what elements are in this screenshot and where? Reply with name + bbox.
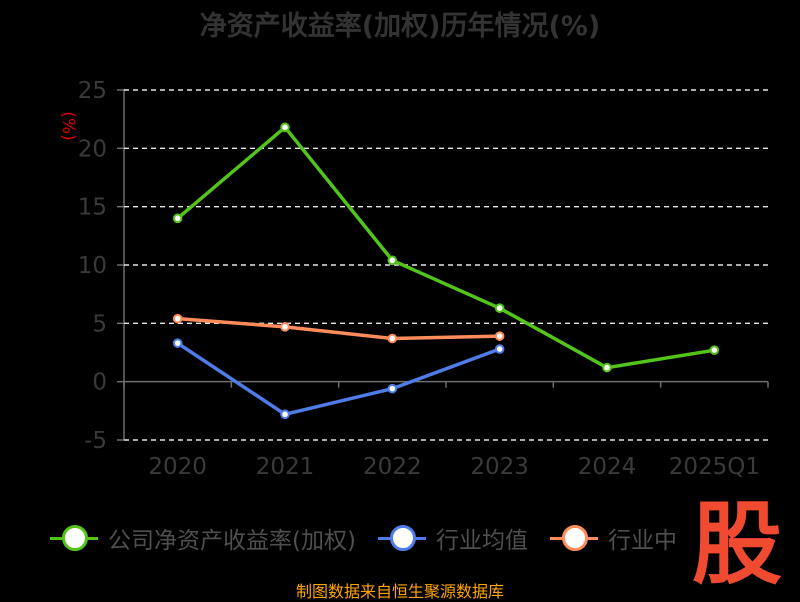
data-point <box>280 322 290 332</box>
y-tick-label: 15 <box>78 195 107 221</box>
line-chart: (%) -5 0 5 10 15 20 25 2020 2021 2022 2023 2024 2025Q… <box>58 78 769 480</box>
legend-swatch-icon <box>549 525 598 551</box>
legend-swatch-icon <box>50 525 98 551</box>
x-tick-label: 2025Q1 <box>669 454 760 480</box>
legend-item: 行业均值 <box>377 521 528 555</box>
legend-label: 行业中 <box>607 528 677 554</box>
series-line <box>177 316 500 341</box>
series-line <box>176 125 715 370</box>
x-tick-label: 2022 <box>363 454 422 480</box>
y-axis-label: (%) <box>58 111 78 140</box>
chart-legend: 公司净资产收益率(加权) 行业均值 行业中 <box>50 518 677 558</box>
x-tick-label: 2020 <box>148 454 207 480</box>
data-point <box>387 333 398 344</box>
y-tick-label: 10 <box>78 253 107 279</box>
legend-item: 公司净资产收益率(加权) <box>50 521 356 555</box>
source-note: 制图数据来自恒生聚源数据库 <box>295 582 504 601</box>
data-point <box>172 338 183 348</box>
series-line <box>176 341 501 417</box>
y-tick-label: 20 <box>78 136 107 162</box>
data-point <box>602 362 612 373</box>
data-point <box>172 313 183 324</box>
data-point <box>387 255 398 266</box>
data-point <box>280 409 290 420</box>
y-tick-label: -5 <box>84 428 107 454</box>
x-tick-label: 2024 <box>578 454 637 480</box>
y-tick-label: 5 <box>92 311 107 337</box>
legend-label: 行业均值 <box>435 528 528 554</box>
x-tick-label: 2023 <box>470 454 529 480</box>
y-tick-label: 0 <box>92 370 107 396</box>
legend-label: 公司净资产收益率(加权) <box>108 528 356 554</box>
data-point <box>494 303 505 313</box>
data-point <box>387 383 398 394</box>
chart-title: 净资产收益率(加权)历年情况(%) <box>199 11 601 42</box>
data-point <box>494 331 505 341</box>
data-point <box>280 122 290 133</box>
legend-swatch-icon <box>377 525 426 551</box>
y-tick-label: 25 <box>78 78 107 104</box>
legend-item: 行业中 <box>549 521 677 555</box>
x-tick-label: 2021 <box>256 454 315 480</box>
data-point <box>709 345 720 355</box>
data-point <box>172 213 183 224</box>
data-point <box>494 344 505 354</box>
watermark-logo: 股 <box>692 492 782 597</box>
